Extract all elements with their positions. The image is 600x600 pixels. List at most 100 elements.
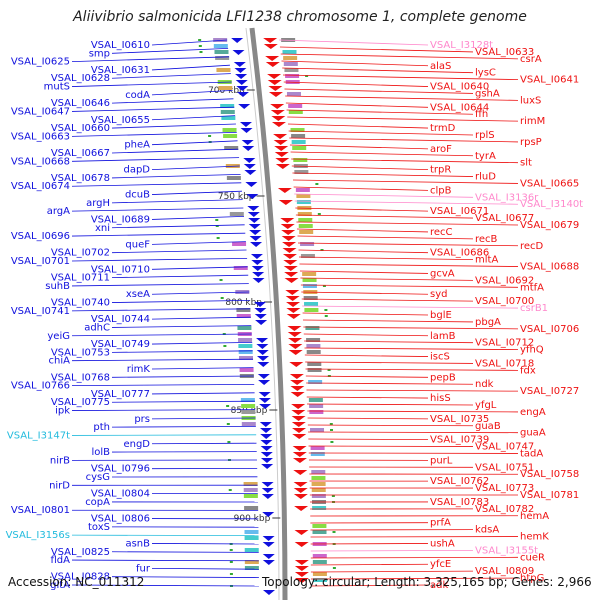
gene-label[interactable]: VSAL_I0667 [51,148,110,159]
gene-label[interactable]: VSAL_I0773 [475,483,534,494]
gene-label[interactable]: fur [136,563,151,574]
gene-label[interactable]: VSAL_I0712 [475,338,534,349]
gene-label[interactable]: dapD [123,165,150,176]
gene-label[interactable]: gltA [50,580,70,591]
gene-label[interactable]: toxS [88,522,110,533]
gene-label[interactable]: trmD [430,123,456,134]
gene-label[interactable]: ushA [430,538,455,549]
gene-label[interactable]: VSAL_I0806 [91,514,150,525]
gene-label[interactable]: lamB [430,331,456,342]
gene-label[interactable]: VSAL_I0801 [11,505,70,516]
gene-label[interactable]: tadA [520,448,543,459]
gene-label[interactable]: alaS [430,61,451,72]
gene-label[interactable]: VSAL_I0758 [520,469,579,480]
gene-label[interactable]: VSAL_I0828 [51,572,110,583]
gene-label[interactable]: VSAL_I0640 [430,82,489,93]
gene-label[interactable]: VSAL_I0702 [51,248,110,259]
gene-label[interactable]: recB [475,234,498,245]
gene-label[interactable]: VSAL_I0688 [520,262,579,273]
gene-label[interactable]: VSAL_I0766 [11,381,70,392]
gene-label[interactable]: ffh [475,109,488,120]
gene-label[interactable]: VSAL_I0735 [430,414,489,425]
gene-label[interactable]: VSAL_I0739 [430,435,489,446]
gene-label[interactable]: recC [430,227,453,238]
gene-label[interactable]: ipk [55,406,70,417]
gene-label[interactable]: VSAL_I0775 [51,397,110,408]
gene-label[interactable]: VSAL_I0777 [91,389,150,400]
gene-label[interactable]: VSAL_I0783 [430,497,489,508]
gene-label[interactable]: VSAL_I0762 [430,476,489,487]
gene-label[interactable]: prfA [430,518,451,529]
gene-label[interactable]: VSAL_I0665 [520,178,579,189]
gene-label[interactable]: yeiG [47,331,70,342]
gene-label[interactable]: VSAL_I0710 [91,264,150,275]
gene-label[interactable]: engA [520,407,546,418]
gene-label[interactable]: mutS [44,82,70,93]
gene-label[interactable]: VSAL_I0663 [11,131,70,142]
gene-label[interactable]: queF [125,239,150,250]
gene-label[interactable]: fldA [51,555,71,566]
gene-label[interactable]: asnB [125,538,150,549]
gene-label[interactable]: yfhQ [520,345,544,356]
gene-label[interactable]: VSAL_I0646 [51,98,110,109]
gene-label[interactable]: VSAL_I0689 [91,214,150,225]
gene-label[interactable]: xseA [126,289,150,300]
rna-label[interactable]: csrB1 [520,303,548,314]
gene-label[interactable]: pth [93,422,110,433]
rna-label[interactable]: VSAL_I3128t [430,40,493,51]
gene-label[interactable]: VSAL_I0749 [91,339,150,350]
gene-label[interactable]: cysG [86,472,110,483]
gene-label[interactable]: hisS [430,393,451,404]
gene-label[interactable]: VSAL_I0741 [11,306,70,317]
gene-label[interactable]: VSAL_I0647 [11,106,70,117]
gene-label[interactable]: engD [123,439,150,450]
gene-label[interactable]: hemK [520,532,549,543]
gene-label[interactable]: VSAL_I0633 [475,47,534,58]
gene-label[interactable]: VSAL_I0711 [51,273,110,284]
gene-label[interactable]: suhB [45,281,70,292]
gene-label[interactable]: VSAL_I0686 [430,248,489,259]
gene-label[interactable]: recD [520,241,544,252]
gene-label[interactable]: htpG [520,573,544,584]
gene-label[interactable]: VSAL_I0641 [520,75,579,86]
gene-label[interactable]: VSAL_I0660 [51,123,110,134]
gene-label[interactable]: VSAL_I0625 [11,57,70,68]
gene-label[interactable]: xni [95,223,110,234]
gene-label[interactable]: pbgA [475,317,501,328]
gene-label[interactable]: nirB [50,455,70,466]
gene-label[interactable]: nirD [49,480,70,491]
gene-label[interactable]: VSAL_I0692 [475,275,534,286]
gene-label[interactable]: VSAL_I0674 [11,181,70,192]
rna-label[interactable]: VSAL_I3147t [7,430,70,441]
gene-label[interactable]: mtfA [520,282,544,293]
gene-label[interactable]: rimK [127,364,151,375]
gene-label[interactable]: guaA [520,428,546,439]
gene-label[interactable]: VSAL_I0753 [51,347,110,358]
gene-label[interactable]: argH [86,198,110,209]
gene-label[interactable]: VSAL_I0727 [520,386,579,397]
gene-label[interactable]: rplS [475,130,495,141]
gene-label[interactable]: VSAL_I0804 [91,489,150,500]
gene-label[interactable]: syd [430,289,447,300]
gene-label[interactable]: mltA [475,255,498,266]
rna-label[interactable]: VSAL_I3156s [6,530,70,541]
gene-label[interactable]: rpsP [520,137,542,148]
gene-label[interactable]: VSAL_I0610 [91,40,150,51]
gene-label[interactable]: iscS [430,352,450,363]
gene-label[interactable]: guaB [475,421,501,432]
gene-label[interactable]: VSAL_I0678 [51,173,110,184]
gene-label[interactable]: chiA [49,356,71,367]
gene-label[interactable]: adk [430,580,448,591]
gene-label[interactable]: VSAL_I0628 [51,73,110,84]
gene-label[interactable]: cueR [520,552,545,563]
gene-label[interactable]: pheA [124,140,150,151]
gene-label[interactable]: VSAL_I0781 [520,490,579,501]
gene-label[interactable]: VSAL_I0701 [11,256,70,267]
gene-label[interactable]: VSAL_I0744 [91,314,150,325]
gene-label[interactable]: VSAL_I0768 [51,372,110,383]
gene-label[interactable]: prs [134,414,150,425]
gene-label[interactable]: VSAL_I0631 [91,65,150,76]
gene-label[interactable]: rimM [520,116,545,127]
gene-label[interactable]: VSAL_I0700 [475,296,534,307]
gene-label[interactable]: trpR [430,165,451,176]
